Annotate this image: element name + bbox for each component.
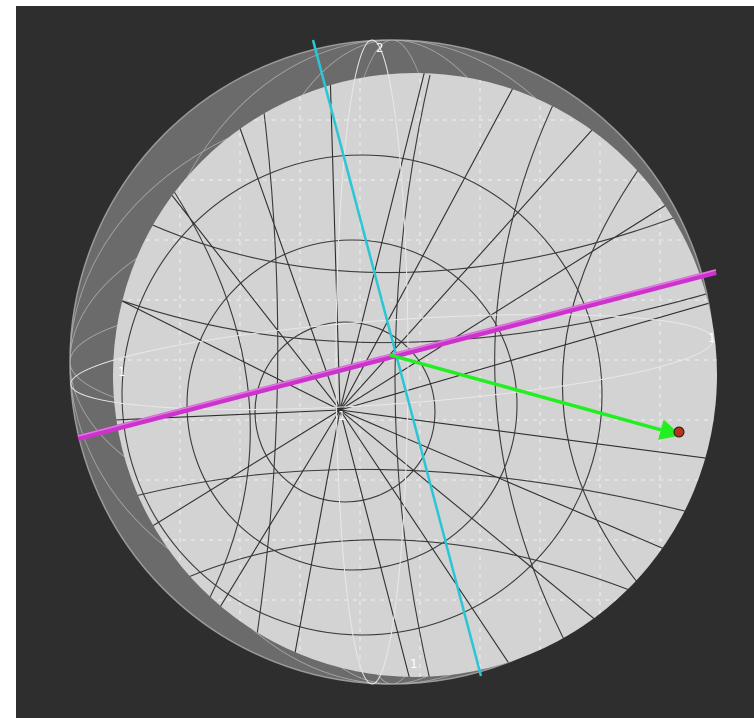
axis-label-bottom: 1 bbox=[410, 657, 418, 671]
axis-label-top: 2 bbox=[376, 41, 384, 55]
plane-line-highlight bbox=[77, 269, 717, 437]
plane-line-icon[interactable] bbox=[77, 269, 717, 441]
arrow-vector-icon[interactable] bbox=[389, 353, 682, 440]
sphere-projection-disc bbox=[113, 73, 717, 677]
axis-label-center: 1 bbox=[338, 409, 346, 423]
axis-label-left: 1 bbox=[118, 365, 126, 379]
point-marker-icon[interactable] bbox=[673, 426, 685, 438]
front-grid bbox=[70, 39, 714, 685]
axis-label-right: 1 bbox=[708, 331, 716, 345]
